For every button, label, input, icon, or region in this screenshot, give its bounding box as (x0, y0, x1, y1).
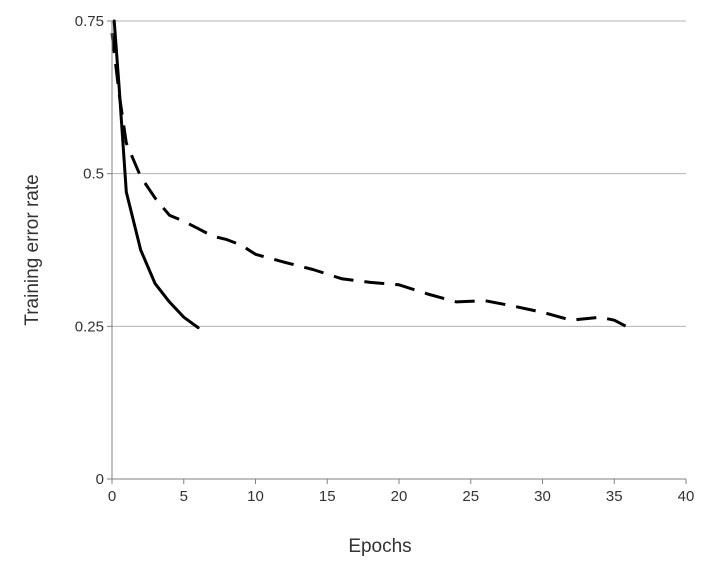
x-tick-label-1: 5 (180, 488, 188, 505)
series-group (110, 19, 630, 330)
gridlines (112, 20, 686, 327)
x-tick-label-5: 25 (462, 488, 479, 505)
y-tick-label-1: 0.25 (75, 318, 104, 335)
x-tick-label-4: 20 (391, 488, 408, 505)
x-tick-label-0: 0 (108, 488, 116, 505)
y-tick-label-3: 0.75 (75, 13, 104, 30)
x-tick-label-7: 35 (606, 488, 623, 505)
series-line-2-dashed (110, 33, 630, 329)
x-tick-label-6: 30 (534, 488, 551, 505)
x-tick-label-3: 15 (319, 488, 336, 505)
x-axis-ticks: 0 5 10 15 20 25 30 35 40 (108, 479, 695, 505)
y-tick-label-0: 0 (96, 471, 104, 488)
x-tick-label-8: 40 (678, 488, 695, 505)
y-axis-ticks: 0 0.25 0.5 0.75 (75, 13, 112, 488)
x-tick-label-2: 10 (247, 488, 264, 505)
x-axis-title: Epochs (348, 536, 411, 557)
y-tick-label-2: 0.5 (83, 166, 104, 183)
axes (111, 21, 686, 480)
y-axis-title: Training error rate (22, 174, 43, 325)
series-line-1-solid (112, 19, 200, 330)
